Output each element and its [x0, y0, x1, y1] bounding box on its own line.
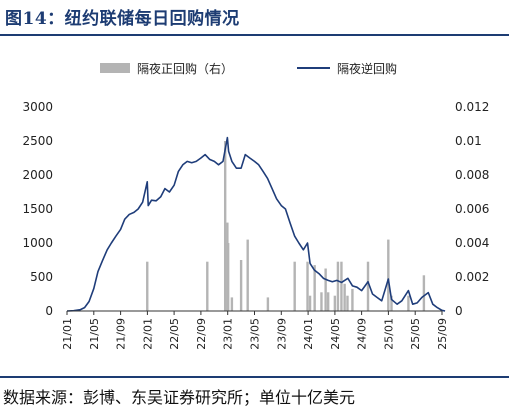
x-tick-label: 23/09: [275, 318, 288, 350]
bar: [343, 283, 346, 311]
y-right-tick-label: 0: [455, 304, 463, 318]
y-right-tick-label: 0.004: [455, 236, 489, 250]
y-left-tick-label: 0: [45, 304, 53, 318]
x-tick-label: 25/01: [382, 318, 395, 350]
series-line: [66, 136, 446, 312]
bar: [366, 261, 370, 311]
x-tick-label: 24/05: [329, 318, 342, 350]
chart-axes: 0 500 1000 1500 2000 2500 3000 0 0.002 0.004 0.006…: [22, 100, 489, 350]
x-tick-label: 22/01: [141, 318, 154, 350]
title-rule: [0, 34, 509, 36]
y-left-tick-label: 2000: [22, 168, 53, 182]
y-right-tick-label: 0.008: [455, 168, 489, 182]
x-tick-label: 25/05: [409, 318, 422, 350]
bar: [293, 261, 296, 311]
y-left-tick-label: 2500: [22, 134, 53, 148]
bar: [407, 295, 410, 311]
x-tick-label: 22/09: [195, 318, 208, 350]
bar: [336, 261, 340, 311]
y-left-tick-label: 1500: [22, 202, 53, 216]
y-right-tick-label: 0.006: [455, 202, 489, 216]
bar: [306, 261, 309, 311]
bar: [266, 297, 270, 311]
y-right-tick-label: 0.01: [455, 134, 482, 148]
x-tick-label: 23/05: [249, 318, 262, 350]
bar: [346, 295, 349, 311]
legend-label-bar: 隔夜正回购（右）: [137, 61, 233, 76]
bar: [239, 260, 243, 311]
chart: 隔夜正回购（右） 隔夜逆回购 0500100015002000250030000…: [22, 61, 489, 350]
bar: [230, 297, 234, 311]
bar: [390, 295, 393, 311]
bar: [351, 288, 354, 311]
bar-series: [146, 141, 426, 311]
bar: [223, 141, 227, 311]
y-right-tick-label: 0.012: [455, 100, 489, 114]
bar: [340, 261, 343, 311]
footer-rule: [0, 376, 509, 378]
x-tick-label: 23/01: [222, 318, 235, 350]
bar: [320, 292, 323, 311]
bar: [313, 265, 316, 311]
x-tick-label: 25/09: [436, 318, 449, 350]
x-tick-label: 24/01: [302, 318, 315, 350]
bar: [387, 239, 390, 311]
x-tick-label: 24/09: [356, 318, 369, 350]
bar: [308, 295, 312, 311]
x-tick-label: 21/05: [88, 318, 101, 350]
y-left-tick-label: 1000: [22, 236, 53, 250]
source-note: 数据来源：彭博、东吴证券研究所；单位十亿美元: [3, 388, 356, 407]
legend-swatch-bar: [100, 63, 130, 73]
legend-label-line: 隔夜逆回购: [337, 61, 397, 76]
line-series: [66, 136, 446, 312]
bar: [422, 275, 426, 311]
figure-title: 图14：纽约联储每日回购情况: [5, 9, 240, 29]
y-left-tick-label: 3000: [22, 100, 53, 114]
bar: [226, 243, 230, 311]
bar: [146, 261, 149, 311]
chart-legend: 隔夜正回购（右） 隔夜逆回购: [100, 61, 397, 76]
bar: [333, 295, 337, 311]
y-left-tick-label: 500: [30, 270, 53, 284]
x-tick-label: 22/05: [168, 318, 181, 350]
x-tick-label: 21/01: [61, 318, 74, 350]
bar: [206, 261, 209, 311]
bar: [326, 292, 330, 311]
y-right-tick-label: 0.002: [455, 270, 489, 284]
x-tick-label: 21/09: [115, 318, 128, 350]
bar: [324, 268, 327, 311]
bar: [246, 239, 249, 311]
